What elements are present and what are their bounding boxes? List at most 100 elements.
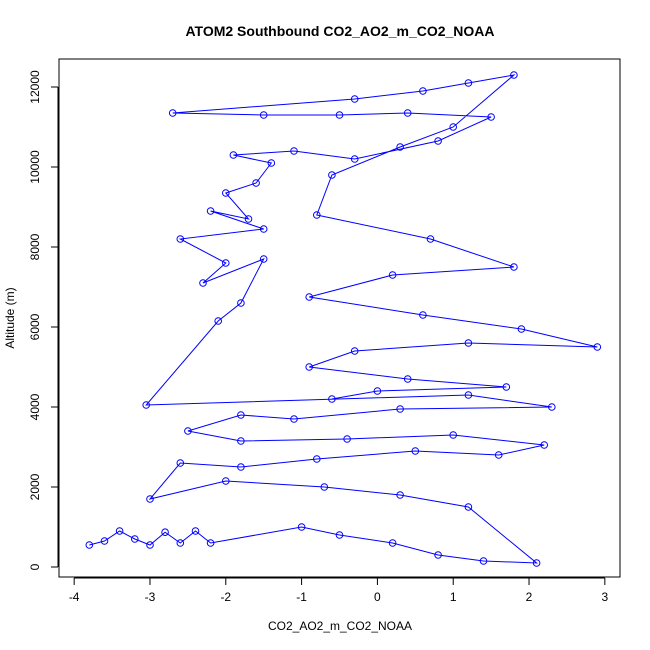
- x-tick-label: -2: [220, 590, 231, 604]
- data-point: [403, 375, 412, 383]
- data-point: [350, 347, 359, 355]
- data-point: [222, 259, 230, 267]
- data-point: [290, 415, 298, 423]
- data-point: [259, 225, 268, 233]
- data-point: [464, 339, 473, 347]
- x-tick-label: 0: [374, 590, 381, 604]
- x-tick-label: 2: [526, 590, 533, 604]
- data-point: [199, 279, 207, 287]
- data-point: [85, 541, 94, 549]
- data-point: [479, 557, 488, 565]
- y-tick-label: 8000: [28, 233, 42, 260]
- data-point: [403, 109, 412, 117]
- data-point: [548, 403, 556, 411]
- data-point: [305, 293, 314, 301]
- data-point: [532, 559, 541, 567]
- data-point: [464, 503, 473, 511]
- data-point: [237, 437, 245, 445]
- x-tick-label: 1: [450, 590, 457, 604]
- data-point: [191, 527, 200, 535]
- data-point: [426, 235, 435, 243]
- data-point: [502, 383, 511, 391]
- series-layer: [85, 71, 602, 567]
- y-tick-label: 0: [28, 563, 42, 570]
- data-point: [290, 147, 298, 155]
- data-point: [411, 447, 420, 455]
- y-tick-label: 12000: [28, 70, 42, 104]
- y-tick-label: 6000: [28, 313, 42, 340]
- data-point: [328, 395, 336, 403]
- data-point: [214, 317, 222, 325]
- data-point: [313, 211, 321, 219]
- data-point: [237, 299, 245, 307]
- data-point: [434, 551, 442, 559]
- data-point: [449, 123, 458, 131]
- data-point: [510, 263, 518, 271]
- data-point: [305, 363, 314, 371]
- data-point: [206, 539, 215, 547]
- data-point: [168, 109, 177, 117]
- data-point: [176, 459, 185, 467]
- data-point: [222, 477, 230, 485]
- plot-frame: [58, 58, 621, 578]
- data-point: [146, 495, 154, 503]
- data-point: [229, 151, 238, 159]
- chart-title: ATOM2 Southbound CO2_AO2_m_CO2_NOAA: [185, 23, 494, 39]
- data-point: [434, 137, 442, 145]
- data-point: [487, 113, 495, 121]
- y-axis-label: Altitude (m): [3, 287, 17, 348]
- data-point: [176, 539, 185, 547]
- data-point: [517, 325, 526, 333]
- data-point: [510, 71, 518, 79]
- data-point: [343, 435, 351, 443]
- y-tick-label: 2000: [28, 473, 42, 500]
- x-axis-label: CO2_AO2_m_CO2_NOAA: [268, 619, 412, 633]
- data-point: [396, 143, 404, 151]
- x-tick-label: 3: [601, 590, 608, 604]
- data-point: [313, 455, 321, 463]
- data-point: [419, 87, 427, 95]
- data-point: [464, 79, 473, 87]
- data-point: [267, 159, 276, 167]
- data-point: [540, 441, 549, 449]
- data-point: [131, 535, 139, 543]
- data-point: [259, 255, 268, 263]
- data-point: [328, 171, 336, 179]
- series-line: [89, 74, 598, 564]
- data-point: [464, 391, 473, 399]
- data-point: [161, 528, 169, 537]
- data-point: [176, 235, 185, 243]
- data-point: [244, 215, 253, 223]
- data-point: [335, 111, 344, 119]
- y-tick-label: 10000: [28, 150, 42, 184]
- data-point: [373, 387, 382, 395]
- data-point: [115, 527, 124, 535]
- x-tick-label: -4: [69, 590, 80, 604]
- y-axis: 0 2000 4000 6000 8000 10000 12000: [28, 70, 59, 570]
- data-point: [259, 111, 268, 119]
- data-point: [237, 463, 245, 471]
- data-point: [335, 531, 344, 539]
- data-point: [494, 451, 503, 459]
- data-point: [396, 405, 404, 413]
- data-point: [419, 311, 427, 319]
- data-point: [396, 491, 404, 499]
- x-tick-label: -1: [296, 590, 307, 604]
- data-point: [142, 401, 150, 409]
- data-point: [388, 271, 397, 279]
- data-point: [350, 155, 359, 163]
- data-point: [184, 427, 192, 435]
- data-point: [206, 207, 215, 215]
- data-point: [350, 95, 359, 103]
- data-point: [252, 179, 260, 187]
- data-point: [146, 541, 154, 549]
- data-point: [222, 189, 230, 197]
- y-tick-label: 4000: [28, 393, 42, 420]
- data-point: [100, 537, 109, 545]
- x-tick-label: -3: [145, 590, 156, 604]
- data-point: [237, 411, 245, 419]
- data-point: [320, 483, 329, 491]
- data-point: [297, 523, 306, 531]
- data-point: [593, 343, 602, 351]
